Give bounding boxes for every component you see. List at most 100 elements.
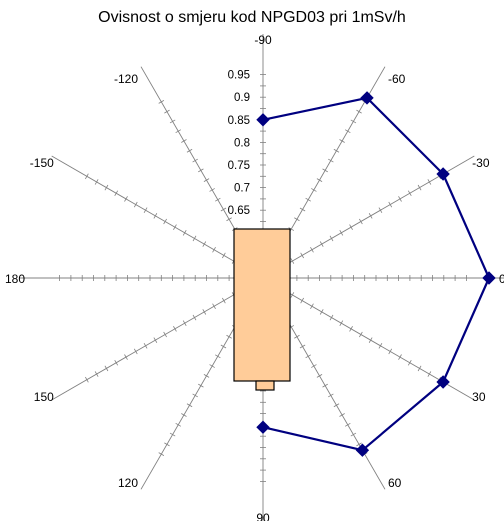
data-point--90 [256, 113, 270, 127]
spoke-tick [209, 188, 215, 192]
spoke-tick [356, 109, 362, 114]
spoke-tick [203, 178, 210, 182]
spoke-tick [339, 413, 345, 417]
spoke-tick [368, 213, 373, 219]
spoke-tick [290, 292, 295, 298]
spoke-tick [85, 173, 89, 180]
data-point-0 [482, 271, 496, 285]
spoke-tick [175, 422, 182, 427]
spoke-tick [124, 196, 128, 202]
spoke-tick [311, 188, 317, 192]
spoke-150 [51, 277, 264, 401]
spoke-tick [305, 354, 311, 359]
spoke-tick [202, 309, 207, 315]
spoke-tick [349, 326, 353, 332]
detector-tip [255, 380, 275, 391]
angle-label--90: -90 [254, 33, 272, 47]
spoke-tick [339, 230, 344, 236]
spoke-tick [143, 207, 148, 213]
spoke-tick [322, 168, 328, 173]
spoke-tick [288, 227, 295, 231]
spoke-tick [311, 364, 317, 368]
angle-label--60: -60 [388, 72, 406, 86]
spoke-tick [173, 224, 177, 230]
spoke-tick [163, 218, 167, 225]
spoke-tick [339, 320, 344, 326]
spoke-tick [94, 179, 99, 185]
angle-label-0: 0 [499, 272, 504, 286]
spoke-tick [329, 235, 334, 242]
spoke-tick [310, 246, 314, 253]
radial-tick-label: 0.9 [234, 92, 250, 104]
radial-tick-label: 0.8 [234, 137, 250, 149]
data-point-90 [256, 420, 270, 434]
radial-tick-label: 0.75 [228, 160, 250, 172]
radial-tick-label: 0.95 [228, 70, 250, 82]
spoke-tick [186, 403, 193, 408]
angle-label--30: -30 [472, 156, 490, 170]
spoke-tick [350, 119, 357, 124]
spoke-tick [350, 432, 357, 437]
spoke-tick [328, 393, 334, 398]
spoke-tick [356, 442, 362, 447]
spoke-tick [378, 207, 383, 213]
spoke-tick [192, 235, 197, 242]
spoke-tick [339, 139, 345, 143]
data-point-60 [355, 443, 370, 457]
spoke-tick [294, 334, 300, 339]
spoke-tick [169, 432, 176, 437]
spoke-tick [316, 178, 323, 182]
spoke-tick [198, 168, 204, 173]
spoke-tick [349, 224, 353, 230]
spoke-tick [333, 403, 340, 408]
spoke-tick [417, 184, 422, 191]
polar-labels: -90 -60 -30 0 30 60 90 120 150 180 -150 -120 0.65 0.7… [5, 33, 504, 525]
spoke-tick [114, 359, 119, 366]
spoke-tick [300, 297, 304, 304]
angle-label-150: 150 [34, 390, 54, 404]
data-point--60 [360, 91, 374, 105]
detector-icon [233, 228, 291, 391]
data-point-30 [436, 375, 450, 389]
spoke-tick [202, 241, 207, 247]
chart-title: Ovisnost o smjeru kod NPGD03 pri 1mSv/h [98, 9, 406, 26]
spoke-tick [175, 129, 182, 134]
spoke-tick [344, 129, 351, 134]
spoke-tick [226, 334, 232, 339]
spoke-tick [192, 393, 198, 398]
spoke-tick [319, 309, 324, 315]
spoke-tick [417, 365, 422, 372]
spoke-tick [164, 442, 170, 447]
angle-label--150: -150 [30, 156, 54, 170]
spoke-tick [290, 258, 295, 264]
spoke-tick [212, 246, 216, 253]
spoke-tick [192, 314, 197, 321]
spoke-tick [344, 422, 351, 427]
spoke-tick [368, 337, 373, 343]
spoke-tick [319, 241, 324, 247]
spoke-tick [153, 337, 158, 343]
spoke-tick [398, 354, 402, 360]
spoke-tick [220, 207, 227, 212]
spoke-tick [299, 344, 306, 349]
detector-body [233, 228, 291, 382]
spoke-tick [209, 364, 215, 368]
spoke-tick [198, 383, 204, 388]
spoke-tick [104, 184, 109, 191]
spoke-tick [407, 190, 412, 197]
data-point--30 [436, 167, 450, 181]
data-series [256, 91, 496, 457]
spoke-tick [186, 148, 193, 153]
spoke-tick [85, 376, 89, 383]
spoke-tick [322, 383, 328, 388]
radial-tick-label: 0.65 [228, 205, 250, 217]
spoke-tick [133, 201, 138, 208]
spoke-tick [300, 252, 304, 259]
spoke-tick [153, 213, 158, 219]
spoke-tick [104, 365, 109, 372]
spoke-tick [181, 413, 187, 417]
spoke-tick [203, 374, 210, 378]
angle-label-30: 30 [472, 390, 486, 404]
spoke-tick [359, 218, 363, 225]
